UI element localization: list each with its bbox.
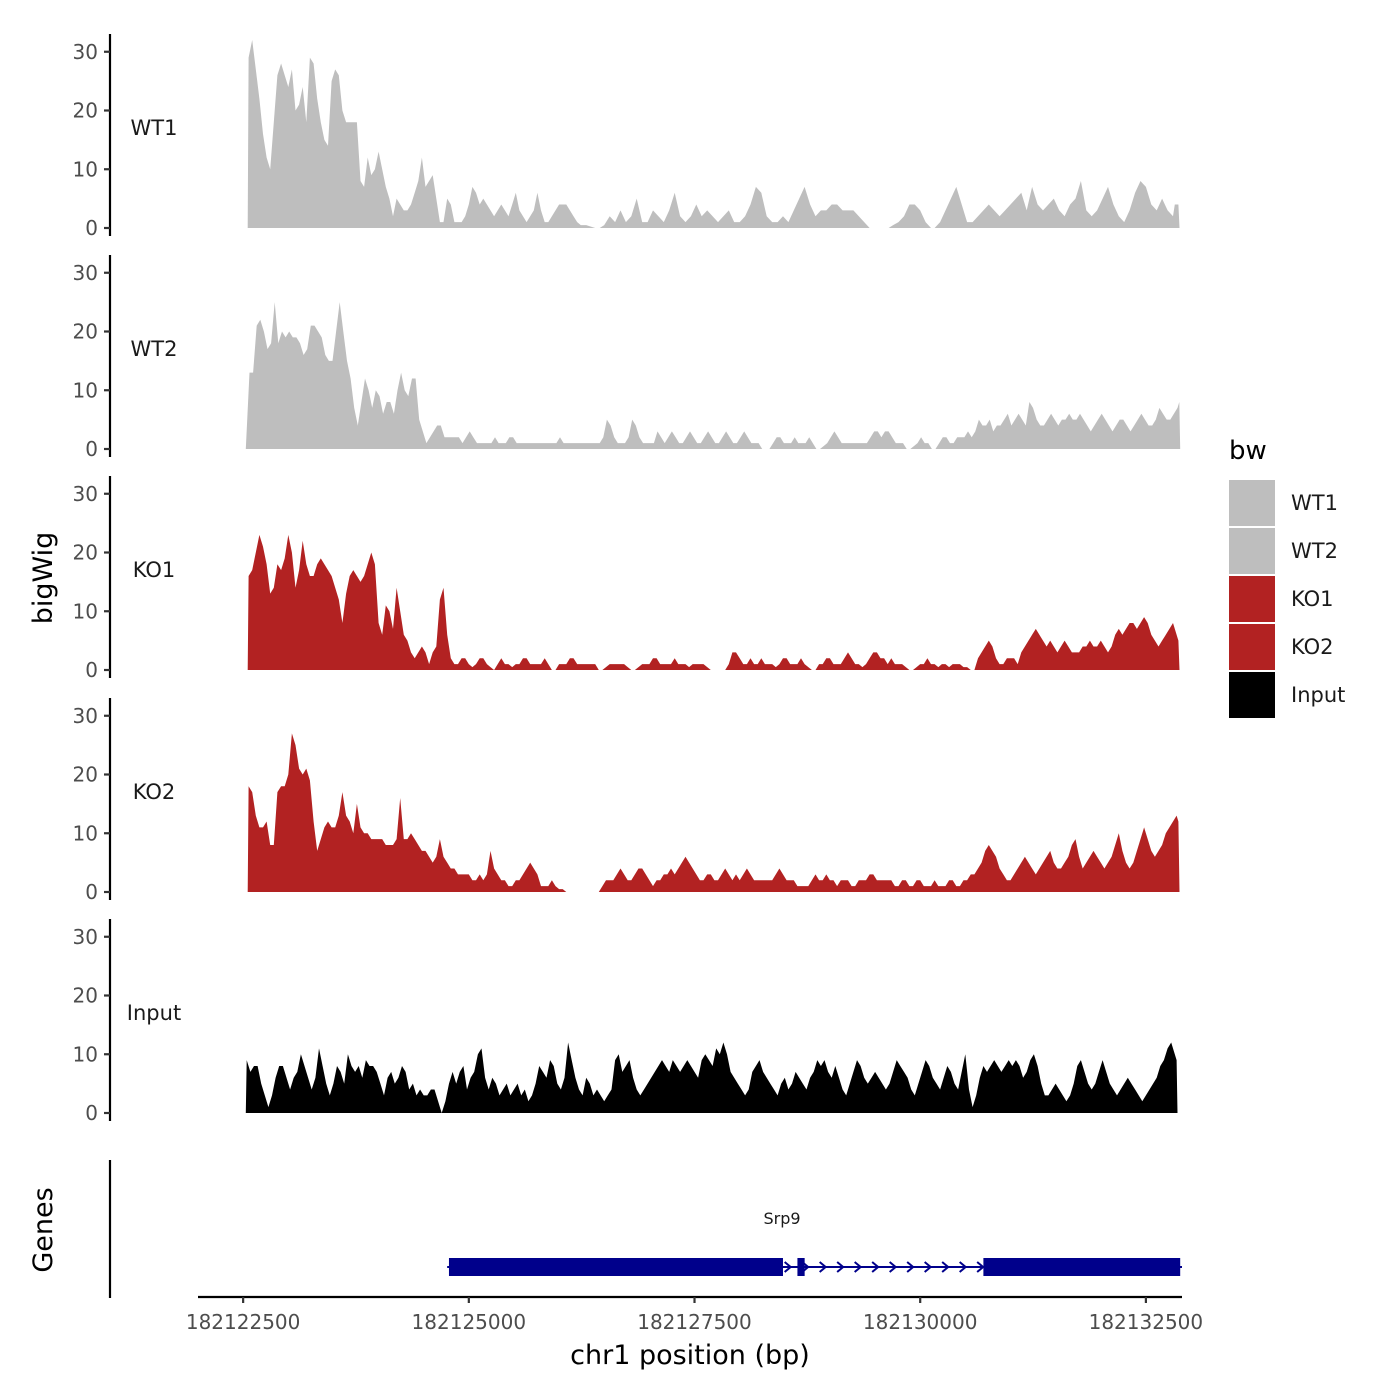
strand-arrow xyxy=(906,1261,915,1273)
x-axis: 182122500 182125000 182127500 182130000 1821… xyxy=(186,1295,1204,1334)
legend-swatch-wt2 xyxy=(1229,528,1275,574)
legend-label-ko1: KO1 xyxy=(1291,587,1334,611)
y-tick-label: 10 xyxy=(73,1042,98,1066)
genes-track-title: Genes xyxy=(28,1187,59,1272)
coverage-tracks: 0 10 20 30 WT1 0 10 20 30 WT2 0 10 20 30 KO1 0 10 20 30 KO2… xyxy=(73,34,1181,1125)
genes-track: Genes Srp9 xyxy=(28,1160,1182,1298)
gene-exon xyxy=(983,1258,1181,1276)
gene-exon xyxy=(797,1258,805,1276)
legend-swatch-wt1 xyxy=(1229,480,1275,526)
x-tick-label: 182132500 xyxy=(1089,1310,1204,1334)
strand-arrow xyxy=(854,1261,863,1273)
track-label: WT2 xyxy=(131,337,178,361)
legend-swatch-ko1 xyxy=(1229,576,1275,622)
x-tick-label: 182122500 xyxy=(186,1310,301,1334)
legend: bw WT1 WT2 KO1 KO2 Input xyxy=(1229,436,1345,718)
gene-exon xyxy=(448,1258,783,1276)
legend-label-wt2: WT2 xyxy=(1291,539,1338,563)
y-tick-label: 20 xyxy=(73,984,98,1008)
track-label: KO1 xyxy=(133,558,176,582)
strand-arrow xyxy=(784,1261,793,1273)
y-tick-label: 10 xyxy=(73,599,98,623)
x-tick-label: 182125000 xyxy=(412,1310,527,1334)
coverage-area-ko2 xyxy=(247,733,1180,892)
y-tick-label: 30 xyxy=(73,482,98,506)
y-axis-title: bigWig xyxy=(28,532,59,625)
y-tick-label: 20 xyxy=(73,99,98,123)
track-wt2: 0 10 20 30 WT2 xyxy=(73,255,1181,461)
legend-swatch-input xyxy=(1229,672,1275,718)
coverage-area-wt1 xyxy=(247,40,1180,228)
strand-arrow xyxy=(976,1261,985,1273)
y-tick-label: 0 xyxy=(85,880,98,904)
coverage-area-wt2 xyxy=(245,302,1181,449)
y-tick-label: 20 xyxy=(73,541,98,565)
legend-label-wt1: WT1 xyxy=(1291,491,1338,515)
coverage-area-input xyxy=(245,1042,1178,1113)
strand-arrow xyxy=(941,1261,950,1273)
y-tick-label: 10 xyxy=(73,157,98,181)
y-tick-label: 10 xyxy=(73,378,98,402)
track-ko2: 0 10 20 30 KO2 xyxy=(73,698,1180,904)
y-tick-label: 30 xyxy=(73,925,98,949)
y-tick-label: 20 xyxy=(73,320,98,344)
x-tick-label: 182130000 xyxy=(863,1310,978,1334)
legend-label-input: Input xyxy=(1291,683,1345,707)
y-tick-label: 10 xyxy=(73,821,98,845)
strand-arrow xyxy=(889,1261,898,1273)
strand-arrow xyxy=(836,1261,845,1273)
y-tick-label: 0 xyxy=(85,1101,98,1125)
track-label: Input xyxy=(127,1001,181,1025)
y-tick-label: 0 xyxy=(85,437,98,461)
y-tick-label: 0 xyxy=(85,658,98,682)
track-label: KO2 xyxy=(133,780,176,804)
strand-arrow xyxy=(871,1261,880,1273)
y-tick-label: 30 xyxy=(73,704,98,728)
gene-name-label: Srp9 xyxy=(763,1209,800,1228)
track-input: 0 10 20 30 Input xyxy=(73,919,1178,1125)
track-label: WT1 xyxy=(131,116,178,140)
x-axis-title: chr1 position (bp) xyxy=(570,1340,810,1371)
y-tick-label: 30 xyxy=(73,40,98,64)
x-tick-label: 182127500 xyxy=(637,1310,752,1334)
strand-arrow xyxy=(819,1261,828,1273)
strand-arrow xyxy=(924,1261,933,1273)
y-tick-label: 0 xyxy=(85,216,98,240)
strand-arrow xyxy=(959,1261,968,1273)
track-wt1: 0 10 20 30 WT1 xyxy=(73,34,1180,240)
legend-title: bw xyxy=(1229,436,1267,466)
legend-swatch-ko2 xyxy=(1229,624,1275,670)
coverage-area-ko1 xyxy=(247,534,1180,670)
y-tick-label: 20 xyxy=(73,763,98,787)
track-ko1: 0 10 20 30 KO1 xyxy=(73,476,1180,682)
legend-label-ko2: KO2 xyxy=(1291,635,1334,659)
y-tick-label: 30 xyxy=(73,261,98,285)
